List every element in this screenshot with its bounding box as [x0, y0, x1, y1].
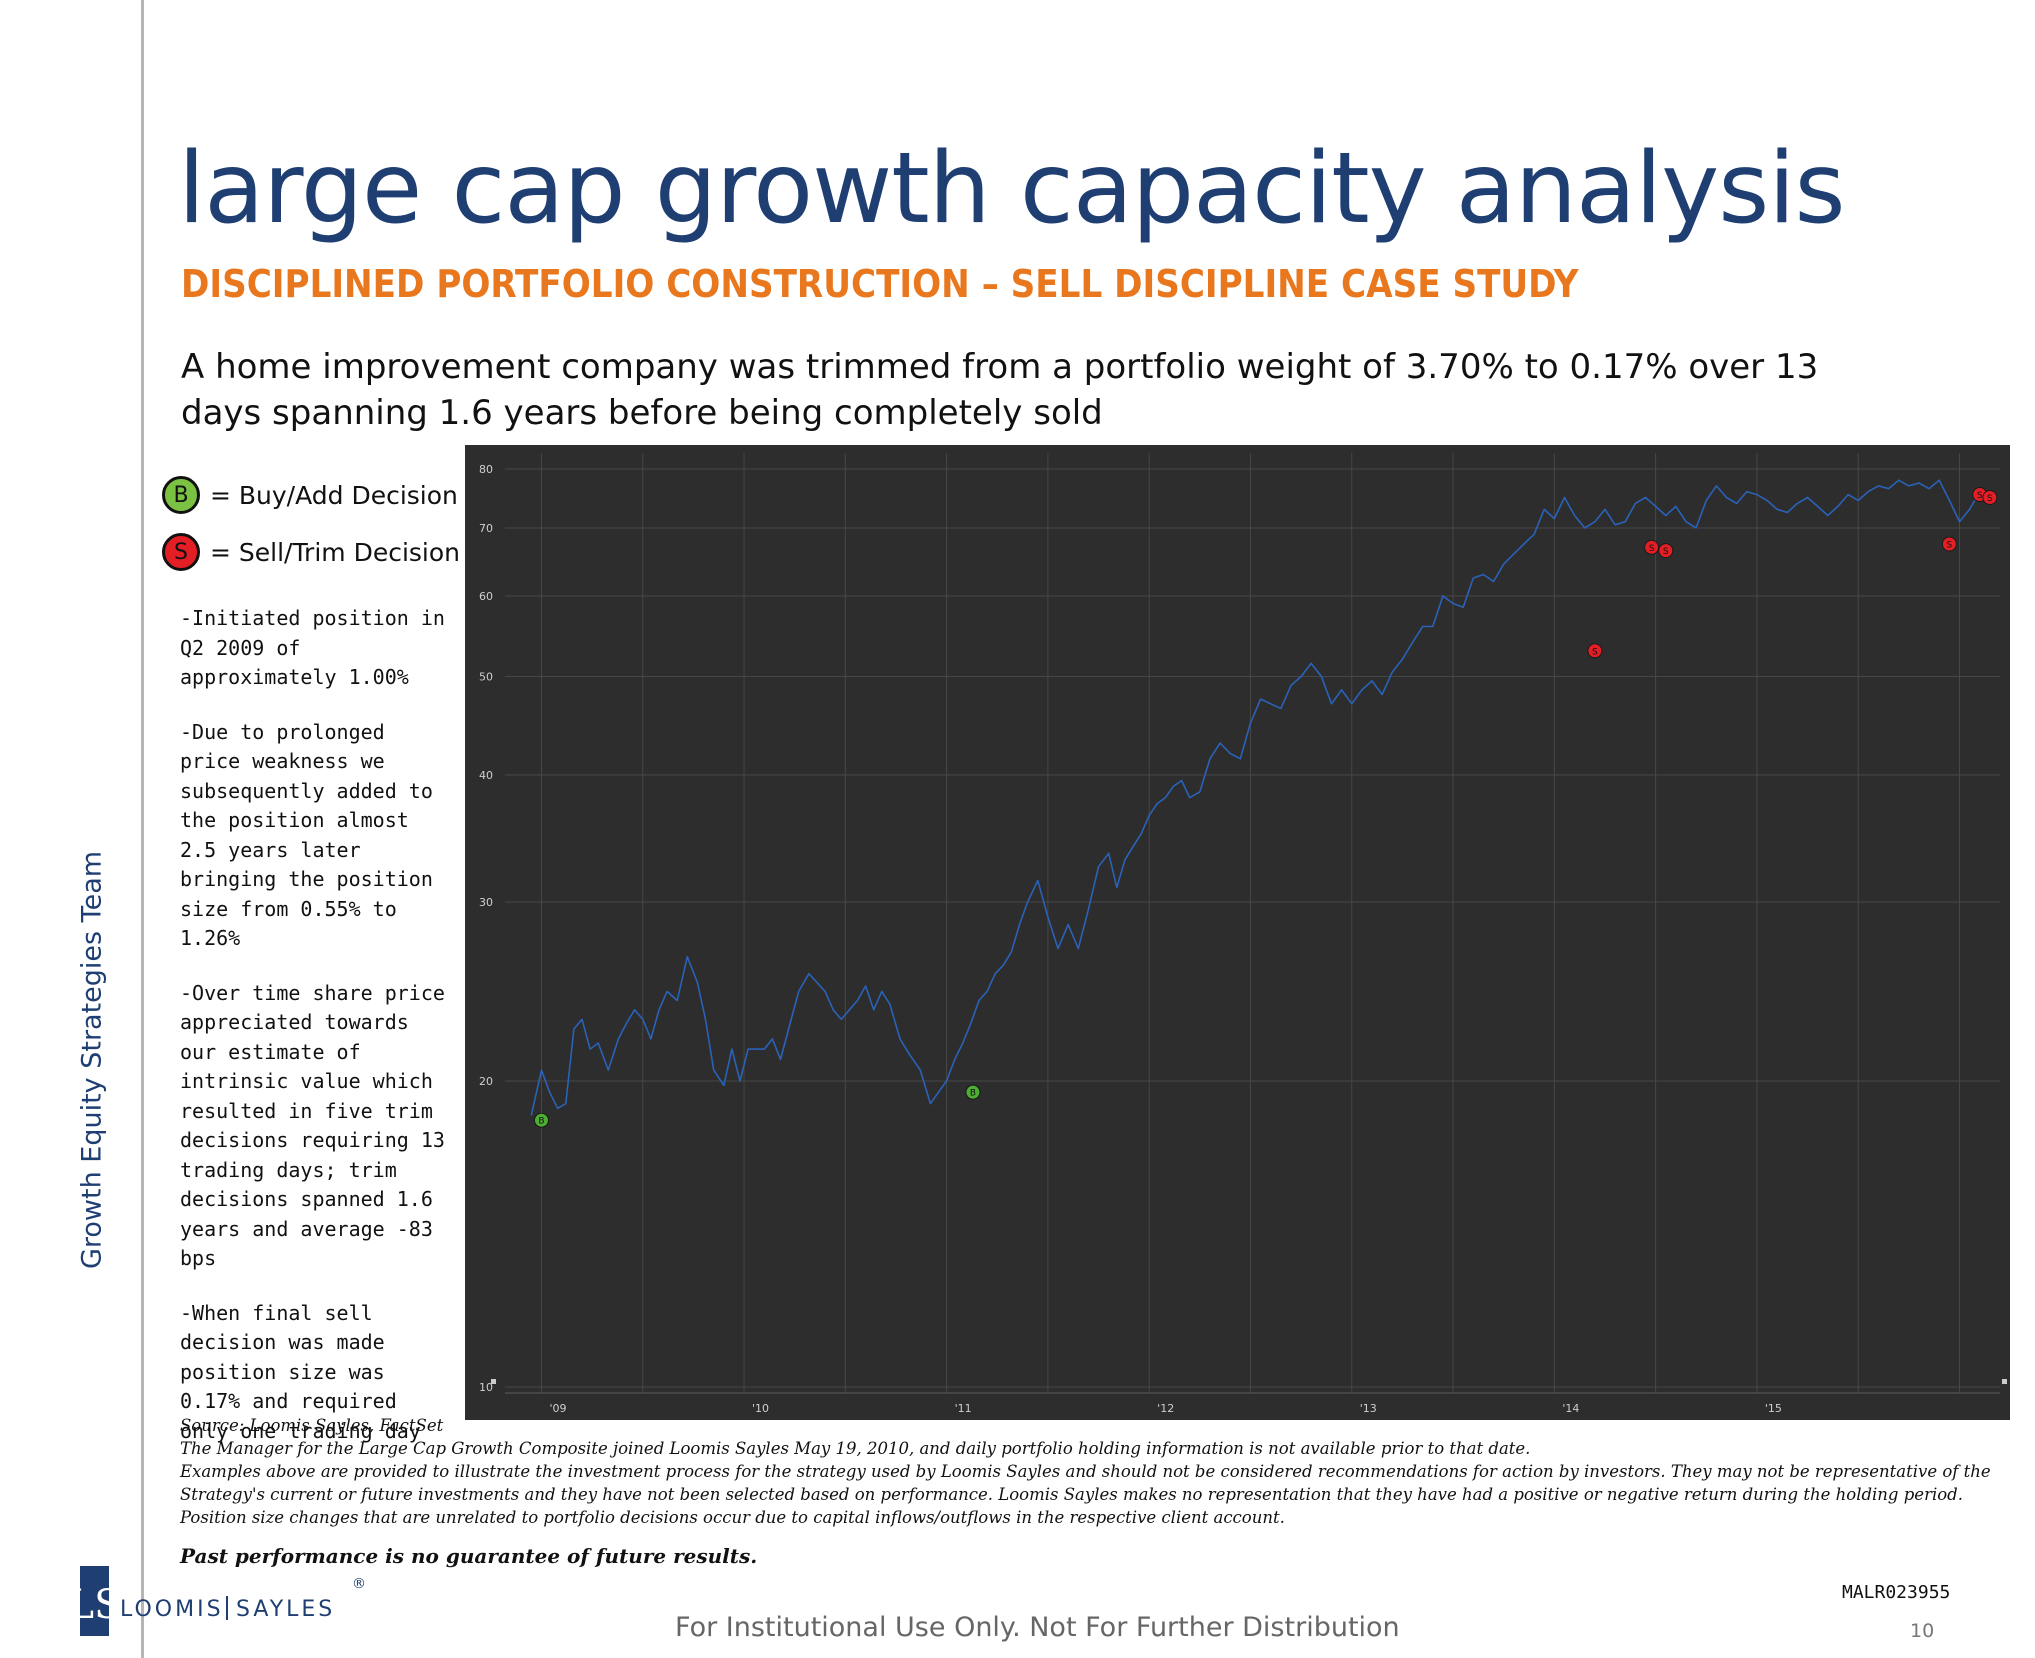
sell-marker — [1644, 539, 1660, 555]
logo-mark-text: LS — [80, 1582, 121, 1628]
footnotes: Source: Loomis Sayles, FactSet The Manag… — [180, 1414, 2010, 1529]
chart-background — [465, 445, 2010, 1420]
range-handle-right — [2002, 1379, 2007, 1384]
logo-mark-block — [80, 1566, 109, 1636]
legend-buy: B = Buy/Add Decision — [162, 473, 458, 517]
buy-marker — [533, 1112, 549, 1128]
bullet-list: -Initiated position in Q2 2009 of approx… — [180, 604, 450, 1471]
bullet-item: -Over time share price appreciated towar… — [180, 980, 445, 1271]
x-tick-label: '11 — [955, 1402, 972, 1415]
marker-label: S — [1977, 491, 1983, 501]
side-label: Growth Equity Strategies Team — [76, 850, 108, 1270]
logo-name-right: SAYLES — [236, 1597, 335, 1622]
marker-label: S — [1649, 544, 1655, 554]
loomis-sayles-logo: LS LOOMIS SAYLES ® — [80, 1566, 366, 1636]
x-tick-label: '12 — [1157, 1402, 1174, 1415]
legend-sell: S = Sell/Trim Decision — [162, 530, 460, 574]
buy-marker-icon: B — [162, 476, 200, 514]
logo-separator — [226, 1596, 228, 1620]
range-handle-left — [491, 1379, 496, 1384]
y-tick-label: 30 — [479, 896, 493, 909]
footnote-disclaimer: Examples above are provided to illustrat… — [180, 1462, 1991, 1527]
x-tick-label: '15 — [1765, 1402, 1782, 1415]
logo-name-left: LOOMIS — [120, 1597, 224, 1622]
y-tick-label: 80 — [479, 463, 493, 476]
y-tick-label: 20 — [479, 1075, 493, 1088]
page-number: 10 — [1910, 1620, 1935, 1642]
page-title: large cap growth capacity analysis — [178, 132, 1846, 246]
sell-marker — [1941, 536, 1957, 552]
marker-label: S — [1592, 647, 1598, 657]
page-subtitle: DISCIPLINED PORTFOLIO CONSTRUCTION – SEL… — [181, 262, 1579, 306]
x-tick-label: '10 — [752, 1402, 769, 1415]
y-tick-label: 60 — [479, 590, 493, 603]
bullet-item: -Initiated position in Q2 2009 of approx… — [180, 606, 445, 689]
legend-sell-text: = Sell/Trim Decision — [210, 537, 461, 567]
footnote-source: Source: Loomis Sayles, FactSet — [180, 1416, 444, 1435]
sell-marker — [1982, 489, 1998, 505]
legend-buy-text: = Buy/Add Decision — [210, 480, 458, 510]
marker-label: S — [1987, 494, 1993, 504]
price-chart: 10 20 30 40 50 60 70 80 '09 '10 '11 '12 '13 '14 '15 B B S… — [465, 445, 2010, 1420]
marker-label: S — [1663, 547, 1669, 557]
footnote-manager: The Manager for the Large Cap Growth Com… — [180, 1439, 1531, 1458]
buy-marker — [965, 1084, 981, 1100]
distribution-notice: For Institutional Use Only. Not For Furt… — [675, 1612, 1400, 1643]
x-tick-label: '13 — [1360, 1402, 1377, 1415]
x-tick-label: '14 — [1562, 1402, 1579, 1415]
bullet-item: -Due to prolonged price weakness we subs… — [180, 719, 433, 951]
marker-label: B — [970, 1089, 976, 1099]
bullet-item: -When final sell decision was made posit… — [180, 1300, 421, 1443]
headline: A home improvement company was trimmed f… — [181, 347, 1819, 433]
document-code: MALR023955 — [1842, 1582, 1951, 1603]
sell-marker — [1587, 643, 1603, 659]
y-tick-label: 50 — [479, 670, 493, 683]
y-tick-label: 70 — [479, 522, 493, 535]
past-performance-note: Past performance is no guarantee of futu… — [180, 1544, 758, 1568]
sell-marker-icon: S — [162, 533, 200, 571]
price-line — [530, 479, 1985, 1116]
marker-label: S — [1946, 541, 1952, 551]
y-tick-label: 10 — [479, 1381, 493, 1394]
marker-label: B — [538, 1117, 544, 1127]
sell-marker — [1658, 543, 1674, 559]
logo-registered: ® — [352, 1576, 366, 1592]
x-tick-label: '09 — [549, 1402, 566, 1415]
y-tick-label: 40 — [479, 769, 493, 782]
left-divider-line — [141, 0, 144, 1658]
